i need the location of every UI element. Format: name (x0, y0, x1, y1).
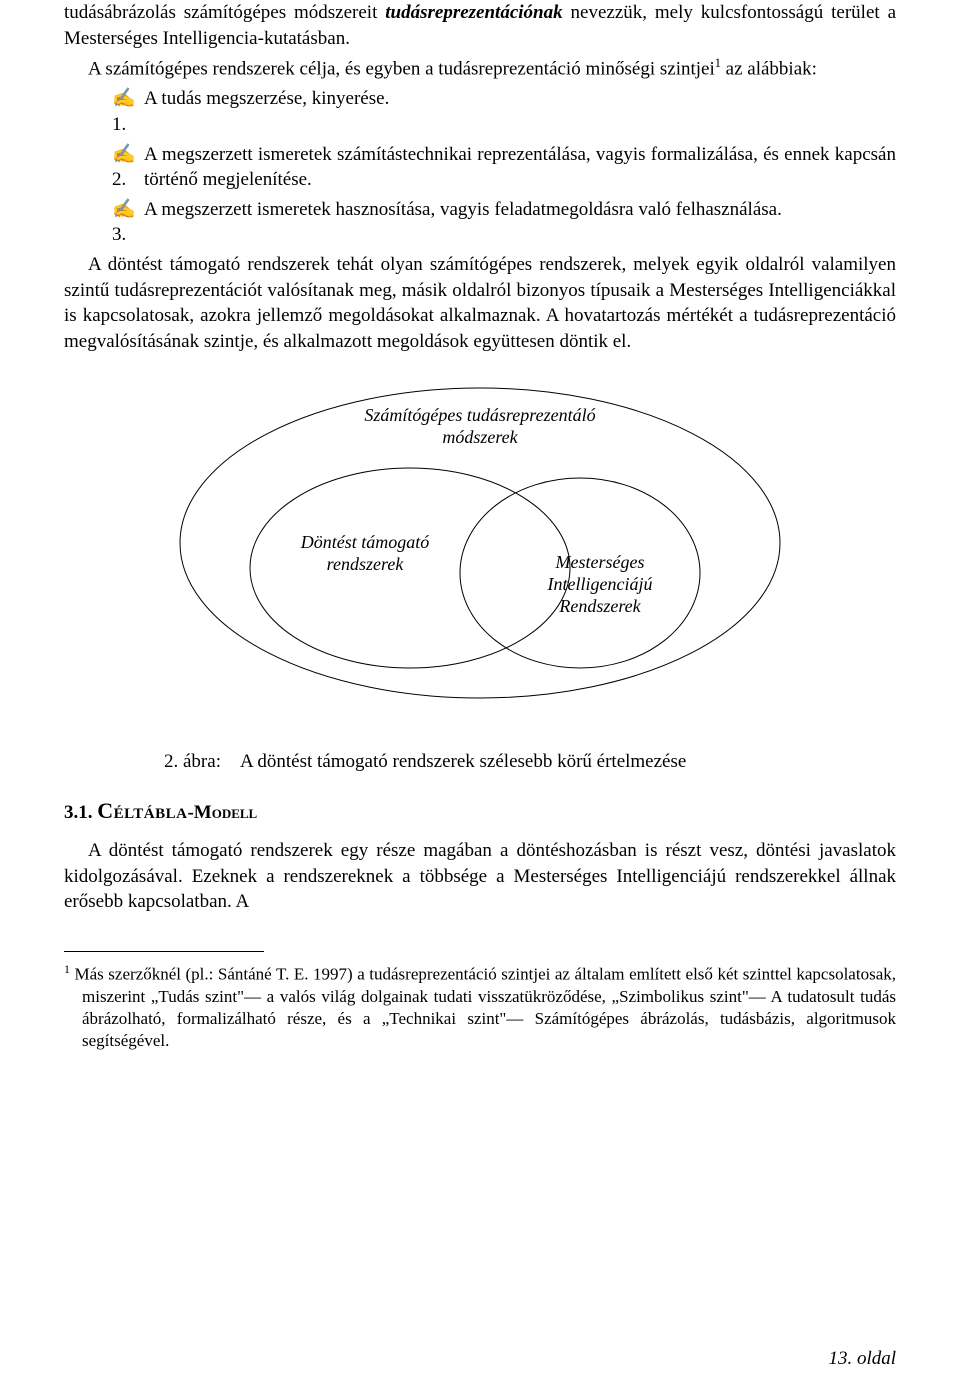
para1-a: tudásábrázolás számítógépes módszereit (64, 2, 385, 23)
caption-text: A döntést támogató rendszerek szélesebb … (240, 751, 686, 772)
paragraph-1: tudásábrázolás számítógépes módszereit t… (64, 0, 896, 51)
list-marker-2: ✍ 2. (112, 142, 144, 193)
page: tudásábrázolás számítógépes módszereit t… (0, 0, 960, 1396)
venn-svg: Számítógépes tudásreprezentáló módszerek… (150, 373, 810, 723)
left-label-2: rendszerek (327, 554, 405, 574)
paragraph-3: A döntést támogató rendszerek tehát olya… (64, 252, 896, 355)
para1-term: tudásreprezentációnak (385, 2, 562, 23)
section-title-main: Céltábla (97, 798, 187, 823)
venn-diagram: Számítógépes tudásreprezentáló módszerek… (150, 373, 810, 723)
footnote-separator (64, 951, 264, 952)
right-ellipse (460, 478, 700, 668)
list-item-3: ✍ 3. A megszerzett ismeretek hasznosítás… (112, 197, 896, 248)
para2-c: az alábbiak: (721, 59, 817, 80)
figure-caption: 2. ábra: A döntést támogató rendszerek s… (164, 749, 896, 775)
section-title-rest: -Modell (187, 802, 257, 823)
numbered-list: ✍ 1. A tudás megszerzése, kinyerése. ✍ 2… (64, 86, 896, 248)
caption-num: 2. ábra: (164, 751, 221, 772)
outer-label-2: módszerek (442, 427, 518, 447)
footnote-1: 1 Más szerzőknél (pl.: Sántáné T. E. 199… (64, 962, 896, 1052)
right-label-2: Intelligenciájú (547, 574, 653, 594)
list-item-1: ✍ 1. A tudás megszerzése, kinyerése. (112, 86, 896, 137)
paragraph-2: A számítógépes rendszerek célja, és egyb… (64, 55, 896, 82)
para2-a: A számítógépes rendszerek célja, és egyb… (88, 59, 715, 80)
list-text-3: A megszerzett ismeretek hasznosítása, va… (144, 197, 896, 248)
left-ellipse (250, 468, 570, 668)
paragraph-4: A döntést támogató rendszerek egy része … (64, 838, 896, 915)
section-heading: 3.1. Céltábla-Modell (64, 796, 896, 826)
right-label-1: Mesterséges (555, 552, 645, 572)
outer-label-1: Számítógépes tudásreprezentáló (364, 405, 595, 425)
list-text-1: A tudás megszerzése, kinyerése. (144, 86, 896, 137)
left-label-1: Döntést támogató (300, 532, 430, 552)
page-number: 13. oldal (828, 1346, 896, 1372)
list-text-2: A megszerzett ismeretek számítástechnika… (144, 142, 896, 193)
list-item-2: ✍ 2. A megszerzett ismeretek számítástec… (112, 142, 896, 193)
list-marker-3: ✍ 3. (112, 197, 144, 248)
section-number: 3.1. (64, 802, 97, 823)
list-marker-1: ✍ 1. (112, 86, 144, 137)
footnote-text: Más szerzőknél (pl.: Sántáné T. E. 1997)… (70, 965, 896, 1050)
right-label-3: Rendszerek (558, 596, 641, 616)
